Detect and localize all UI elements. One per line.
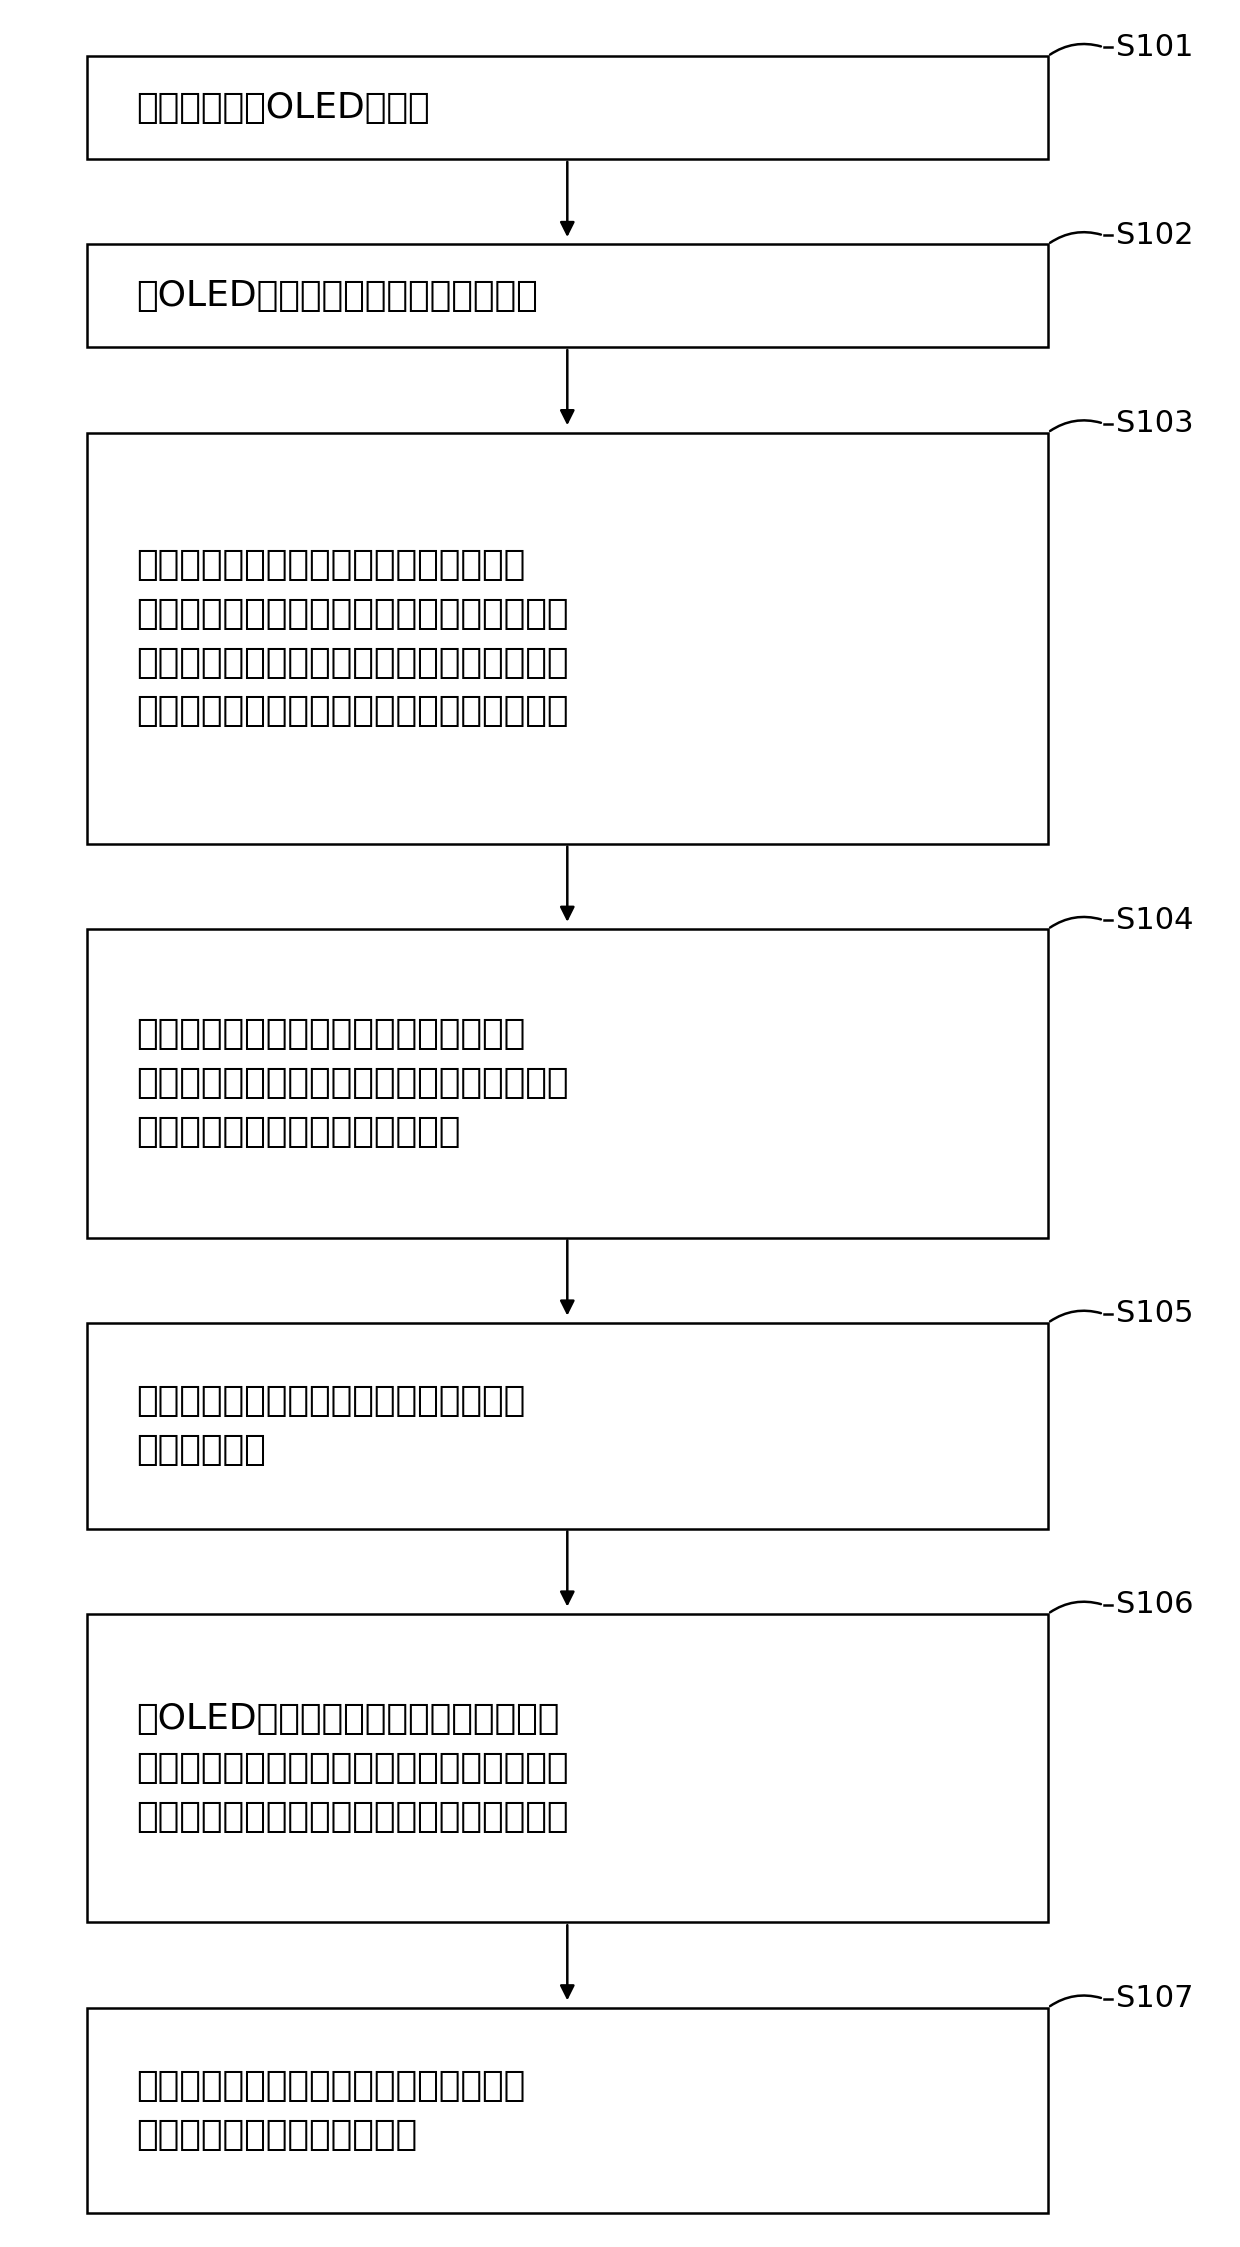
Text: S105: S105 xyxy=(1116,1299,1193,1328)
Text: S106: S106 xyxy=(1116,1591,1193,1620)
Bar xyxy=(87,930,1048,1238)
Text: S101: S101 xyxy=(1116,34,1193,61)
Text: 在第一有机保护层上制备第二无机保护层
，第二无机保护层的面积小于第一有机保护层
的面积，第二无机保护层在基板上的正投影位
于第一有机保护层在基板上的正投影范围内: 在第一有机保护层上制备第二无机保护层 ，第二无机保护层的面积小于第一有机保护层 … xyxy=(136,548,569,728)
Text: 在OLED面板、第一有机保护层、金属薄
膜和第三有机保护层的侧面设置玻璃胶，玻璃
胶的上表面与第三有机保护层的上表面平齐；: 在OLED面板、第一有机保护层、金属薄 膜和第三有机保护层的侧面设置玻璃胶，玻璃… xyxy=(136,1703,569,1834)
Text: 在第一有机保护层未被第二无机保护层覆
盖的上表面制备金属薄膜，金属薄膜的上表面
与第二无机保护层的上表面平齐；: 在第一有机保护层未被第二无机保护层覆 盖的上表面制备金属薄膜，金属薄膜的上表面 … xyxy=(136,1018,569,1148)
Text: S102: S102 xyxy=(1116,220,1193,249)
Text: S103: S103 xyxy=(1116,409,1194,438)
Text: 在OLED面板上制备第一有机保护层；: 在OLED面板上制备第一有机保护层； xyxy=(136,279,538,312)
Text: 在基板上制作OLED面板；: 在基板上制作OLED面板； xyxy=(136,90,430,124)
Bar xyxy=(87,431,1048,843)
Text: S104: S104 xyxy=(1116,906,1193,935)
Bar xyxy=(87,1323,1048,1528)
Bar xyxy=(87,2007,1048,2213)
Text: S107: S107 xyxy=(1116,1984,1193,2013)
Text: 在第二无机保护层和金属薄膜上制备第三
有机保护层；: 在第二无机保护层和金属薄膜上制备第三 有机保护层； xyxy=(136,1384,526,1467)
Bar xyxy=(87,1613,1048,1921)
Bar xyxy=(87,245,1048,346)
Text: 在第三有机保护层和玻璃胶上方覆盖盖板
，并硬化玻璃胶，完成封装。: 在第三有机保护层和玻璃胶上方覆盖盖板 ，并硬化玻璃胶，完成封装。 xyxy=(136,2069,526,2153)
Bar xyxy=(87,56,1048,160)
